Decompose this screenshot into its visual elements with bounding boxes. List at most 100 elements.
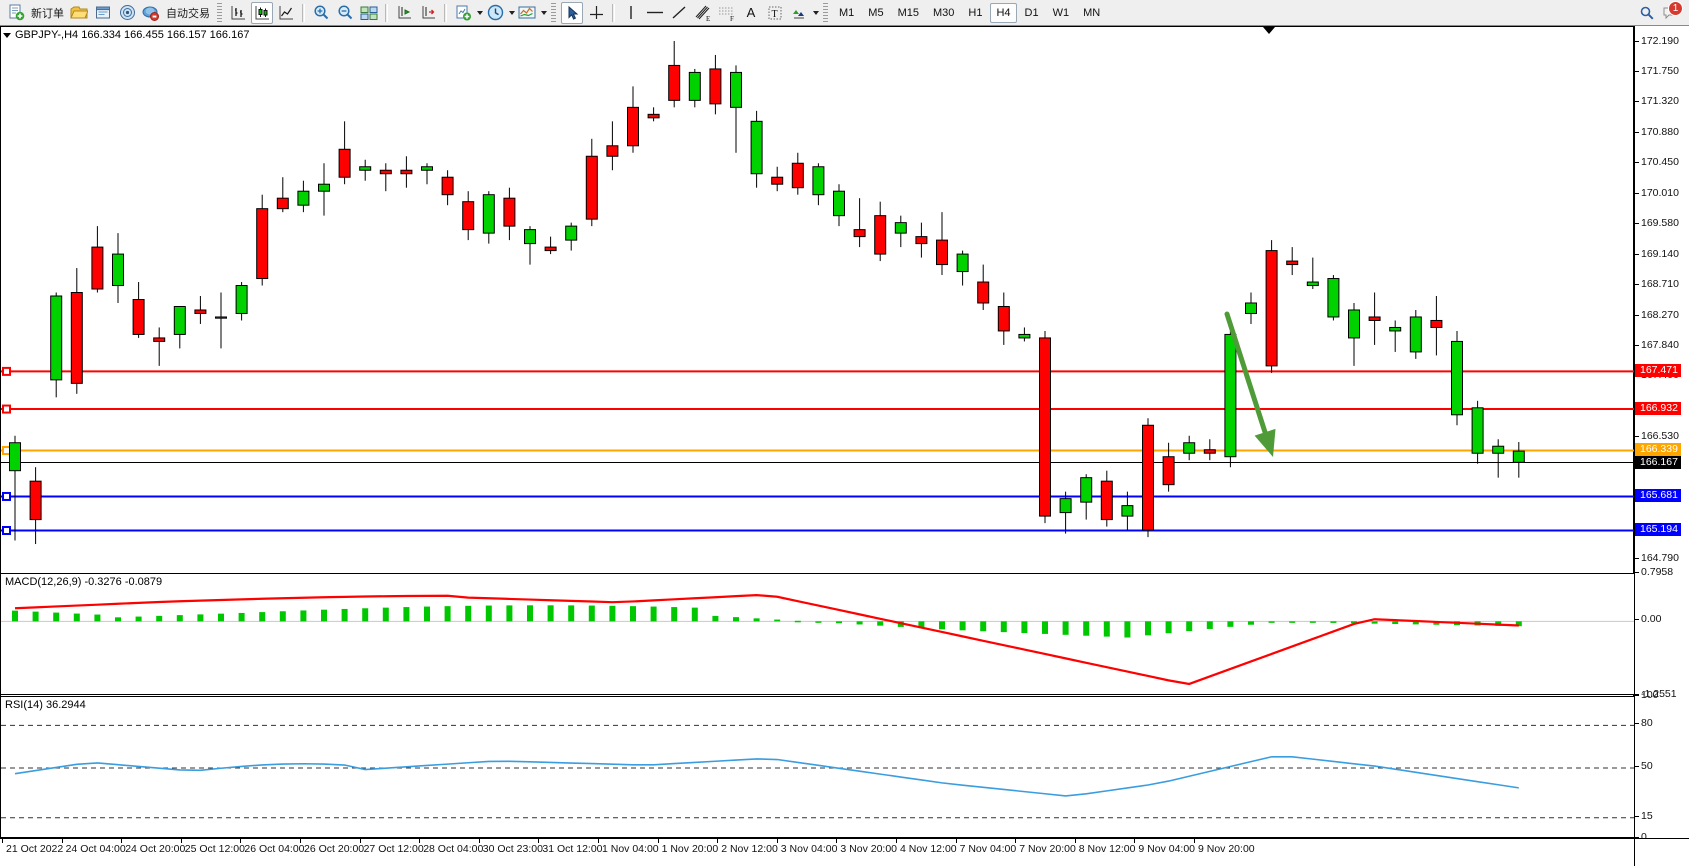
candle[interactable] xyxy=(503,187,516,241)
timeframe-mn[interactable]: MN xyxy=(1083,6,1101,19)
candle[interactable] xyxy=(524,226,536,265)
candle[interactable] xyxy=(1286,247,1299,276)
arrows-button[interactable] xyxy=(788,2,810,24)
candle[interactable] xyxy=(565,222,578,251)
level-handle[interactable] xyxy=(2,366,11,376)
candlestick-chart-button[interactable] xyxy=(251,1,273,24)
candle[interactable] xyxy=(1389,320,1402,352)
candle[interactable] xyxy=(936,212,948,276)
candle[interactable] xyxy=(9,435,21,541)
autoscroll-button[interactable] xyxy=(417,2,439,24)
candle[interactable] xyxy=(112,233,124,303)
candle[interactable] xyxy=(894,215,907,248)
crosshair-tool-button[interactable] xyxy=(585,2,607,24)
candle[interactable] xyxy=(153,327,166,366)
candle[interactable] xyxy=(1368,292,1381,345)
rsi-panel[interactable]: RSI(14) 36.2944 xyxy=(1,696,1635,838)
autotrading-button[interactable] xyxy=(140,2,162,24)
candle[interactable] xyxy=(833,184,845,227)
candle[interactable] xyxy=(688,68,701,108)
candle[interactable] xyxy=(421,163,433,185)
candle[interactable] xyxy=(750,110,763,188)
metaeditor-button[interactable] xyxy=(68,2,90,24)
level-handle[interactable] xyxy=(2,491,11,501)
price-plot-area[interactable]: GBPJPY-,H4 166.334 166.455 166.157 166.1… xyxy=(0,26,1635,838)
candle[interactable] xyxy=(1265,240,1278,373)
candle[interactable] xyxy=(1512,442,1525,478)
timeframe-h4[interactable]: H4 xyxy=(990,2,1017,23)
equidistant-channel-button[interactable]: E xyxy=(692,2,714,24)
toolbar-grip-2[interactable] xyxy=(551,2,556,23)
candle[interactable] xyxy=(730,65,742,153)
zoom-out-button[interactable] xyxy=(334,2,356,24)
candle[interactable] xyxy=(606,121,619,171)
candle[interactable] xyxy=(70,268,83,394)
new-order-button[interactable] xyxy=(5,2,27,24)
candle[interactable] xyxy=(627,86,639,153)
candle[interactable] xyxy=(1492,439,1505,478)
line-chart-button[interactable] xyxy=(275,2,297,24)
candle[interactable] xyxy=(915,222,928,258)
candle[interactable] xyxy=(791,152,804,195)
zoom-in-button[interactable] xyxy=(310,2,332,24)
text-button[interactable]: A xyxy=(740,2,762,24)
timeframe-m1[interactable]: M1 xyxy=(839,6,855,19)
horizontal-line-button[interactable] xyxy=(644,2,666,24)
price-level-tag-resistance[interactable]: 167.471 xyxy=(1635,364,1681,378)
shift-end-button[interactable] xyxy=(393,2,415,24)
indicators-dropdown-caret[interactable] xyxy=(541,10,547,15)
timeframe-m30[interactable]: M30 xyxy=(932,6,955,19)
candle[interactable] xyxy=(1451,330,1463,426)
trendline-button[interactable] xyxy=(668,2,690,24)
candle[interactable] xyxy=(709,54,722,115)
candle[interactable] xyxy=(276,177,289,213)
price-level-tag-resistance[interactable]: 166.932 xyxy=(1635,402,1681,416)
candle[interactable] xyxy=(1306,257,1319,290)
terminal-button[interactable] xyxy=(92,2,114,24)
period-dropdown-caret[interactable] xyxy=(509,10,515,15)
downtrend-arrow[interactable] xyxy=(1224,311,1276,457)
candle[interactable] xyxy=(1430,296,1443,356)
candle[interactable] xyxy=(544,236,557,255)
candle[interactable] xyxy=(1409,309,1422,359)
candle[interactable] xyxy=(318,163,330,216)
level-handle[interactable] xyxy=(2,404,11,414)
symbol-dropdown-caret[interactable] xyxy=(3,32,11,38)
candle[interactable] xyxy=(1183,435,1196,461)
candle[interactable] xyxy=(1080,474,1093,520)
level-handle[interactable] xyxy=(2,525,11,535)
candle[interactable] xyxy=(668,40,681,108)
level-handle[interactable] xyxy=(2,445,11,455)
candle[interactable] xyxy=(235,282,248,321)
toolbar-grip-3[interactable] xyxy=(823,2,828,23)
candle[interactable] xyxy=(812,163,825,206)
candle[interactable] xyxy=(1162,442,1175,492)
timeframe-h1[interactable]: H1 xyxy=(968,6,983,19)
candle[interactable] xyxy=(997,292,1010,345)
candle[interactable] xyxy=(215,292,227,349)
candle[interactable] xyxy=(441,170,454,206)
candle[interactable] xyxy=(771,166,784,192)
candle[interactable] xyxy=(256,194,269,286)
timeframe-m5[interactable]: M5 xyxy=(868,6,884,19)
candle[interactable] xyxy=(1245,292,1257,324)
signals-button[interactable] xyxy=(116,2,138,24)
bar-chart-button[interactable] xyxy=(227,2,249,24)
new-chart-dropdown-caret[interactable] xyxy=(477,10,483,15)
candle[interactable] xyxy=(1327,275,1340,321)
toolbar-grip-1[interactable] xyxy=(217,2,222,23)
candle[interactable] xyxy=(297,180,310,213)
candle[interactable] xyxy=(379,163,392,192)
candle[interactable] xyxy=(853,198,866,248)
candle[interactable] xyxy=(874,201,887,262)
vertical-line-button[interactable] xyxy=(620,2,642,24)
price-level-tag-support[interactable]: 165.194 xyxy=(1635,523,1681,537)
candle[interactable] xyxy=(1203,439,1216,461)
candle[interactable] xyxy=(132,282,145,338)
candle[interactable] xyxy=(91,226,104,293)
price-level-tag-support[interactable]: 165.681 xyxy=(1635,489,1681,503)
cursor-tool-button[interactable] xyxy=(561,1,583,24)
candle[interactable] xyxy=(1059,491,1072,534)
period-button[interactable] xyxy=(484,2,506,24)
candle[interactable] xyxy=(359,159,372,181)
